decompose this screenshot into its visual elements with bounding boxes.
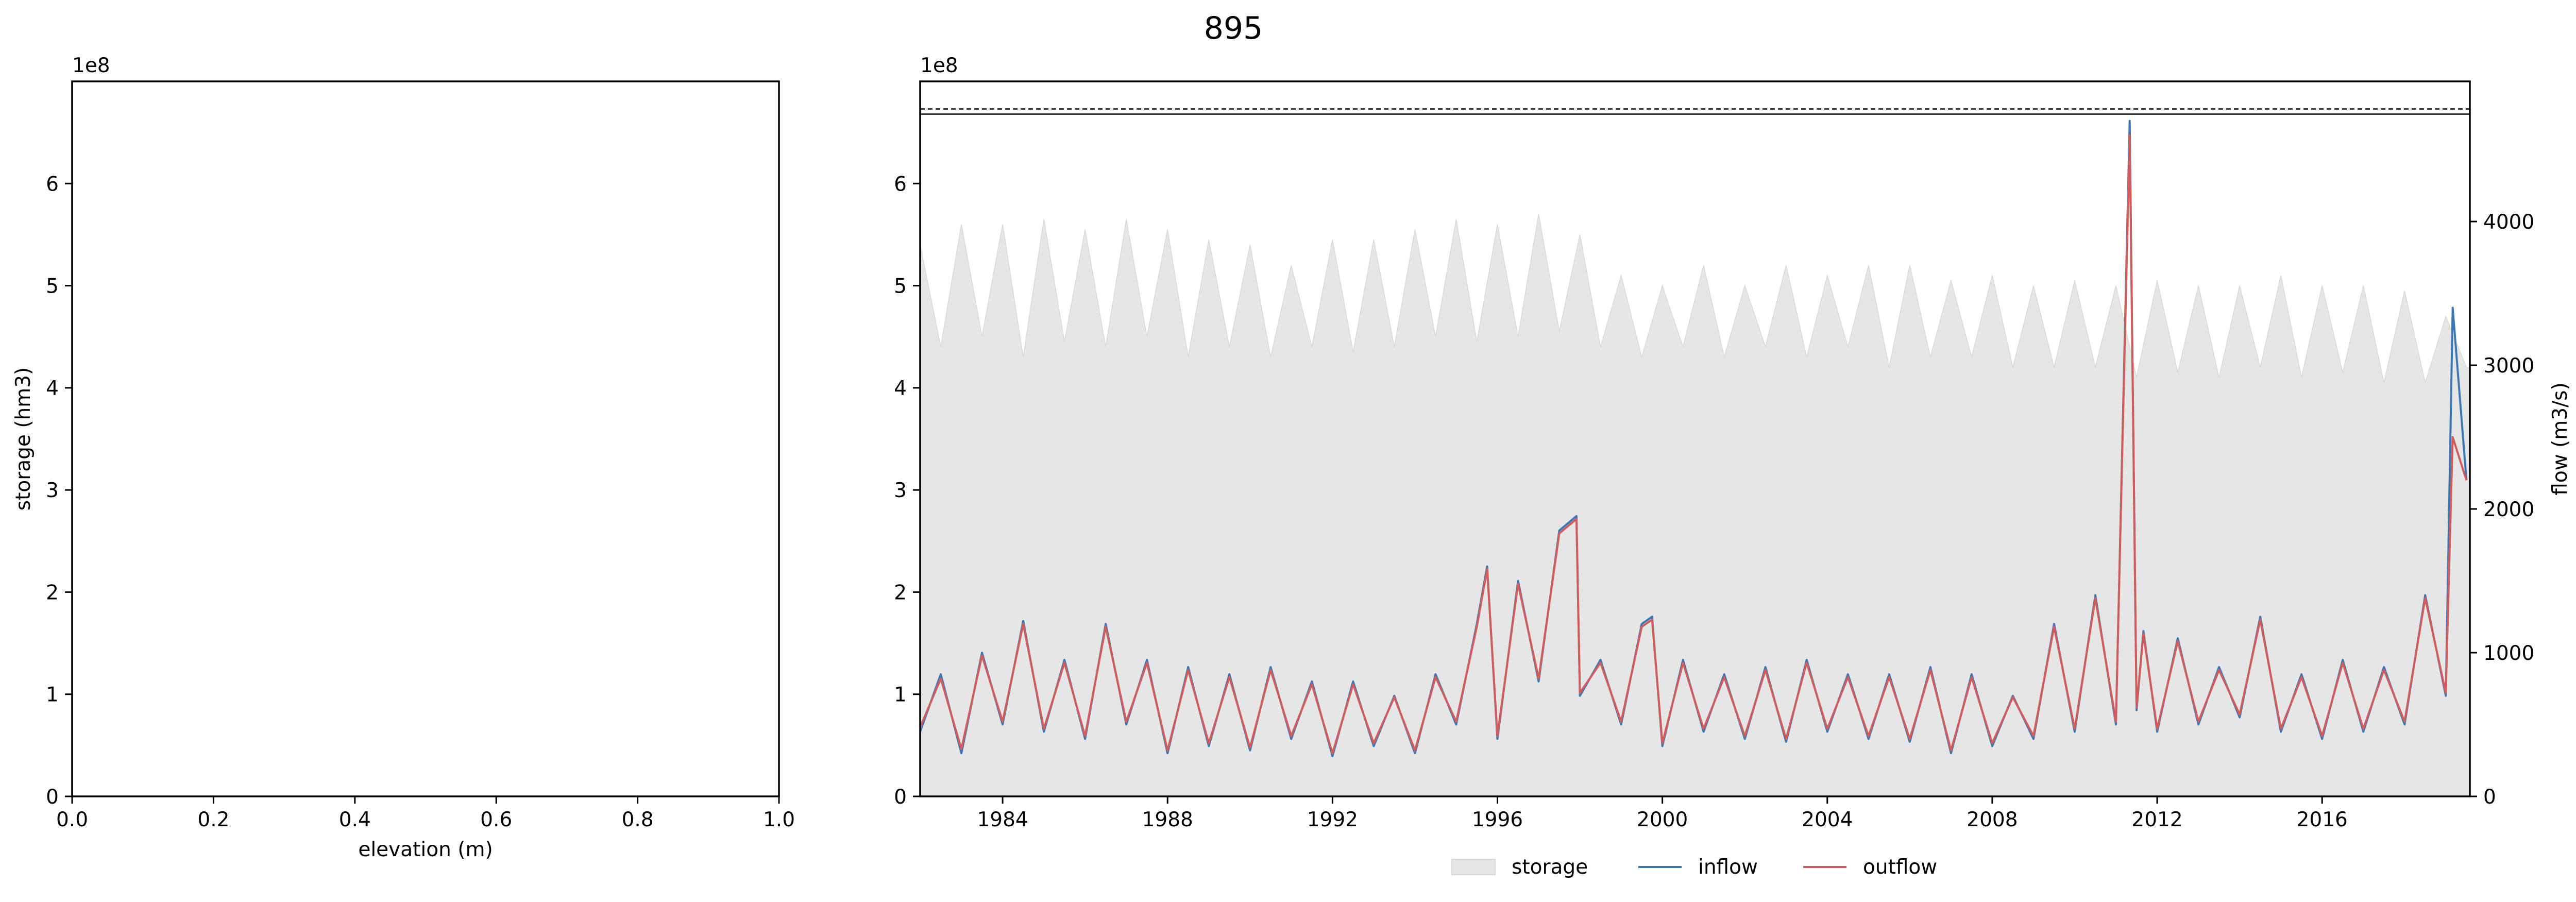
right-x-tick-label: 1984 [977, 808, 1028, 831]
left-y-tick-label: 3 [46, 479, 59, 502]
right-x-tick-label: 1988 [1142, 808, 1193, 831]
right-y-right-tick-label: 3000 [2483, 354, 2534, 378]
right-x-tick-label: 1992 [1307, 808, 1358, 831]
left-x-tick-label: 0.6 [480, 808, 512, 831]
right-x-ticks: 1984 1988 1992 1996 2000 2004 2008 2012 2016 [977, 796, 2348, 831]
left-y-tick-label: 4 [46, 377, 59, 400]
outflow-layer [920, 134, 2468, 755]
left-x-axis-label: elevation (m) [358, 838, 493, 861]
left-y-tick-label: 2 [46, 581, 59, 604]
right-y-left-tick-label: 0 [894, 786, 907, 809]
left-plot: 1e8 0.0 0.2 0.4 0.6 0.8 1.0 0 1 2 3 4 5 6 elevation… [12, 54, 795, 861]
legend-inflow-label: inflow [1698, 856, 1758, 879]
left-plot-frame [71, 80, 780, 797]
right-x-tick-label: 2004 [1802, 808, 1853, 831]
right-y-left-tick-label: 1 [894, 684, 907, 707]
reference-lines-layer [920, 108, 2470, 115]
right-y-offset-text: 1e8 [920, 54, 958, 77]
right-y-left-tick-label: 2 [894, 581, 907, 604]
left-y-axis-label: storage (hm3) [12, 367, 35, 511]
storage-series-area [920, 214, 2470, 796]
left-x-tick-label: 0.2 [197, 808, 229, 831]
right-plot-frame [919, 80, 2471, 797]
figure-title: 895 [1204, 10, 1263, 46]
outflow-series-line [920, 134, 2468, 755]
right-y-right-tick-label: 0 [2483, 786, 2496, 809]
left-x-tick-label: 1.0 [763, 808, 795, 831]
left-y-tick-label: 0 [46, 786, 59, 809]
right-plot: 1e8 1984 1988 1992 1996 2000 2004 2008 2012 2016… [894, 54, 2572, 831]
legend-storage-label: storage [1512, 856, 1588, 879]
right-y-left-tick-label: 3 [894, 479, 907, 502]
legend: storage inflow outflow [1451, 856, 1937, 879]
left-y-tick-label: 6 [46, 173, 59, 196]
left-y-tick-label: 1 [46, 684, 59, 707]
right-y-right-tick-label: 4000 [2483, 211, 2534, 234]
left-y-ticks: 0 1 2 3 4 5 6 [46, 173, 72, 809]
storage-area-layer [920, 214, 2470, 796]
right-y-left-ticks: 0 1 2 3 4 5 6 [894, 173, 920, 809]
right-y-left-tick-label: 4 [894, 377, 907, 400]
legend-outflow-label: outflow [1863, 856, 1937, 879]
right-x-tick-label: 2008 [1967, 808, 2018, 831]
right-y-right-ticks: 0 1000 2000 3000 4000 [2470, 211, 2534, 809]
right-x-tick-label: 2012 [2131, 808, 2182, 831]
right-y-right-tick-label: 2000 [2483, 498, 2534, 521]
right-y-axis-label: flow (m3/s) [2549, 382, 2572, 495]
left-x-tick-label: 0.4 [339, 808, 371, 831]
left-y-tick-label: 5 [46, 275, 59, 298]
left-x-tick-label: 0.8 [622, 808, 654, 831]
right-x-tick-label: 1996 [1472, 808, 1523, 831]
right-y-left-tick-label: 5 [894, 275, 907, 298]
left-x-tick-label: 0.0 [56, 808, 88, 831]
left-x-ticks: 0.0 0.2 0.4 0.6 0.8 1.0 [56, 796, 795, 831]
right-y-left-tick-label: 6 [894, 173, 907, 196]
left-y-offset-text: 1e8 [72, 54, 110, 77]
right-y-right-tick-label: 1000 [2483, 642, 2534, 665]
right-x-tick-label: 2016 [2297, 808, 2348, 831]
legend-storage-swatch [1451, 859, 1496, 875]
right-x-tick-label: 2000 [1637, 808, 1688, 831]
